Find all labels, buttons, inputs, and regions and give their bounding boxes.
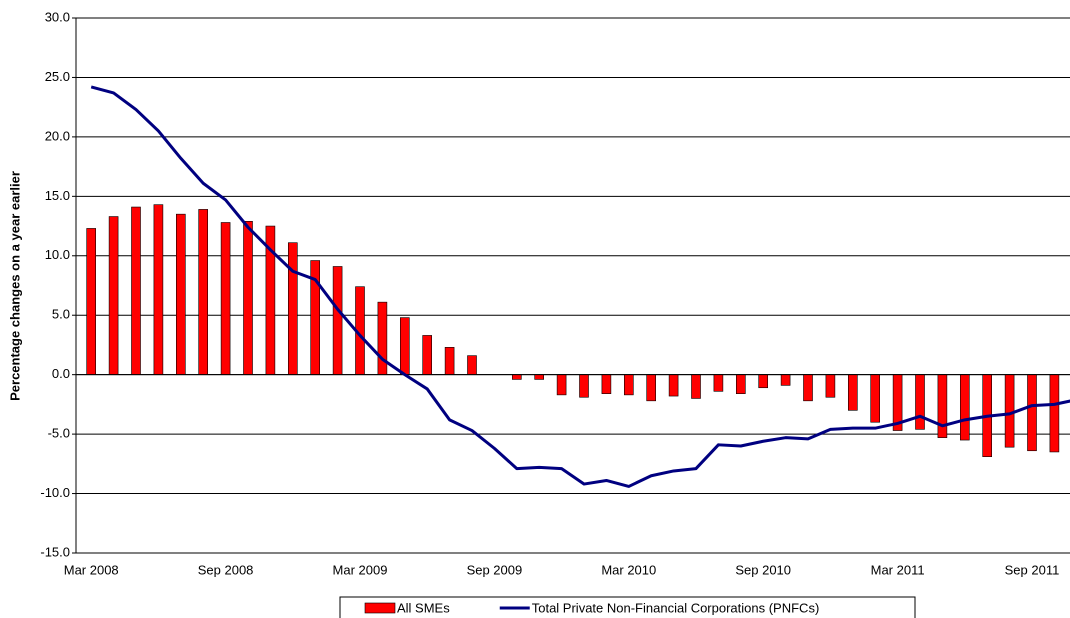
x-tick-label: Mar 2008 — [64, 562, 119, 577]
y-tick-label: 25.0 — [45, 69, 70, 84]
bar — [243, 221, 253, 375]
y-tick-label: 0.0 — [52, 366, 70, 381]
bar — [668, 374, 679, 397]
bar — [623, 374, 634, 396]
bar — [131, 206, 141, 375]
bar — [86, 228, 96, 375]
bar — [601, 374, 612, 394]
bar — [579, 374, 589, 398]
bar — [758, 374, 769, 389]
bar — [847, 374, 858, 411]
bar — [691, 374, 701, 399]
bar — [444, 347, 455, 375]
x-tick-label: Sep 2011 — [1005, 562, 1060, 577]
bar — [556, 374, 567, 396]
bar — [399, 317, 410, 375]
legend-swatch — [364, 602, 396, 614]
bar — [713, 374, 724, 392]
x-tick-label: Mar 2010 — [601, 562, 656, 577]
y-tick-label: 20.0 — [45, 128, 70, 143]
bar — [825, 374, 836, 398]
bar — [377, 301, 388, 375]
bar — [780, 374, 791, 386]
x-tick-label: Mar 2011 — [871, 562, 925, 577]
y-tick-label: -5.0 — [48, 426, 70, 441]
y-tick-label: 10.0 — [45, 247, 70, 262]
y-tick-label: -10.0 — [40, 485, 70, 500]
bar — [220, 222, 231, 375]
bar — [198, 209, 208, 375]
y-axis-label: Percentage changes on a year earlier — [7, 171, 22, 401]
legend-label: Total Private Non-Financial Corporations… — [532, 600, 820, 615]
legend-label: All SMEs — [397, 600, 450, 615]
bar — [176, 213, 186, 375]
bar — [803, 374, 813, 402]
bar — [287, 242, 298, 375]
bar — [422, 335, 433, 375]
bar — [534, 374, 545, 380]
y-tick-label: 5.0 — [52, 307, 70, 322]
line — [90, 85, 1070, 488]
bar — [937, 374, 948, 438]
bar — [959, 374, 970, 441]
y-tick-label: 15.0 — [45, 188, 70, 203]
bar — [1004, 374, 1015, 448]
bar — [870, 374, 881, 423]
bar — [108, 216, 119, 375]
bar — [153, 204, 164, 375]
x-tick-label: Sep 2008 — [198, 562, 254, 577]
bar — [915, 374, 925, 430]
y-tick-label: 30.0 — [45, 9, 70, 24]
x-tick-label: Sep 2010 — [735, 562, 791, 577]
bar — [1027, 374, 1037, 452]
bar — [735, 374, 746, 394]
bar — [646, 374, 657, 402]
legend-box — [339, 596, 916, 618]
bar — [1049, 374, 1060, 453]
x-tick-label: Sep 2009 — [467, 562, 523, 577]
x-tick-label: Mar 2009 — [333, 562, 388, 577]
bar — [467, 355, 477, 375]
y-tick-label: -15.0 — [40, 544, 70, 559]
bar — [332, 266, 343, 375]
bar — [511, 374, 522, 380]
